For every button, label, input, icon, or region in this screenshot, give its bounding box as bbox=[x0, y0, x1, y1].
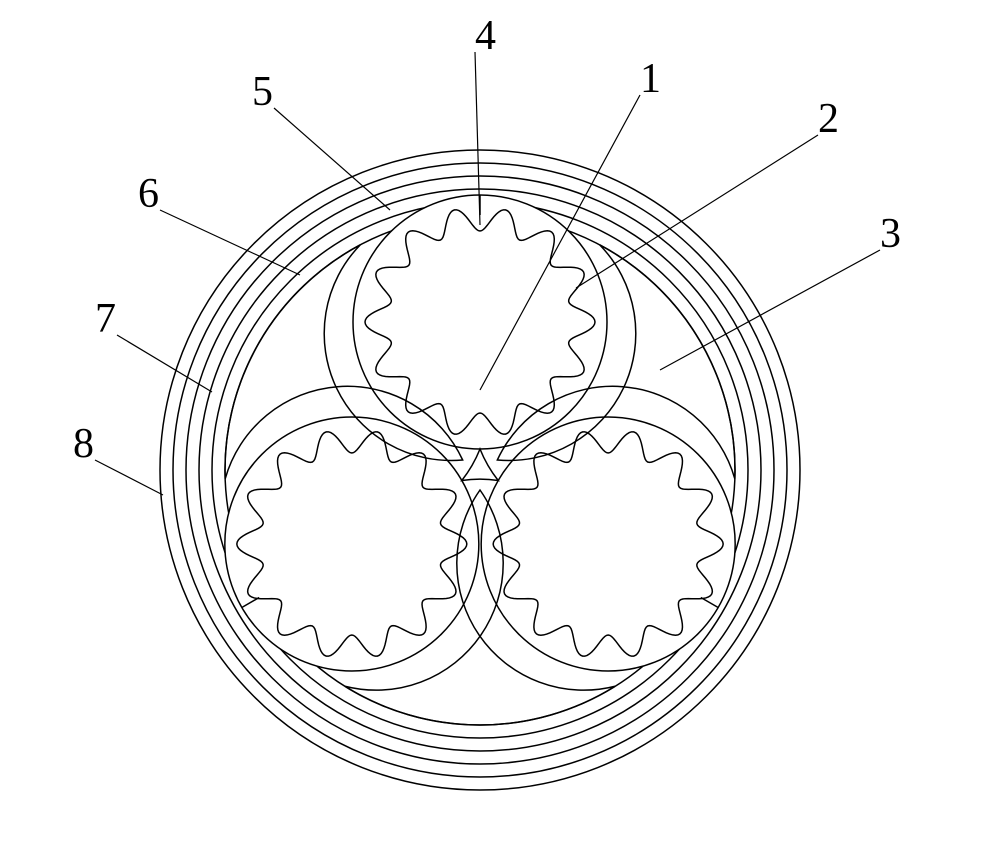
label-3: 3 bbox=[880, 210, 901, 258]
cable-diagram bbox=[0, 0, 1000, 850]
label-8: 8 bbox=[73, 420, 94, 468]
label-1: 1 bbox=[640, 55, 661, 103]
label-7: 7 bbox=[95, 295, 116, 343]
label-6: 6 bbox=[138, 170, 159, 218]
label-2: 2 bbox=[818, 95, 839, 143]
label-5: 5 bbox=[252, 68, 273, 116]
label-4: 4 bbox=[475, 12, 496, 60]
